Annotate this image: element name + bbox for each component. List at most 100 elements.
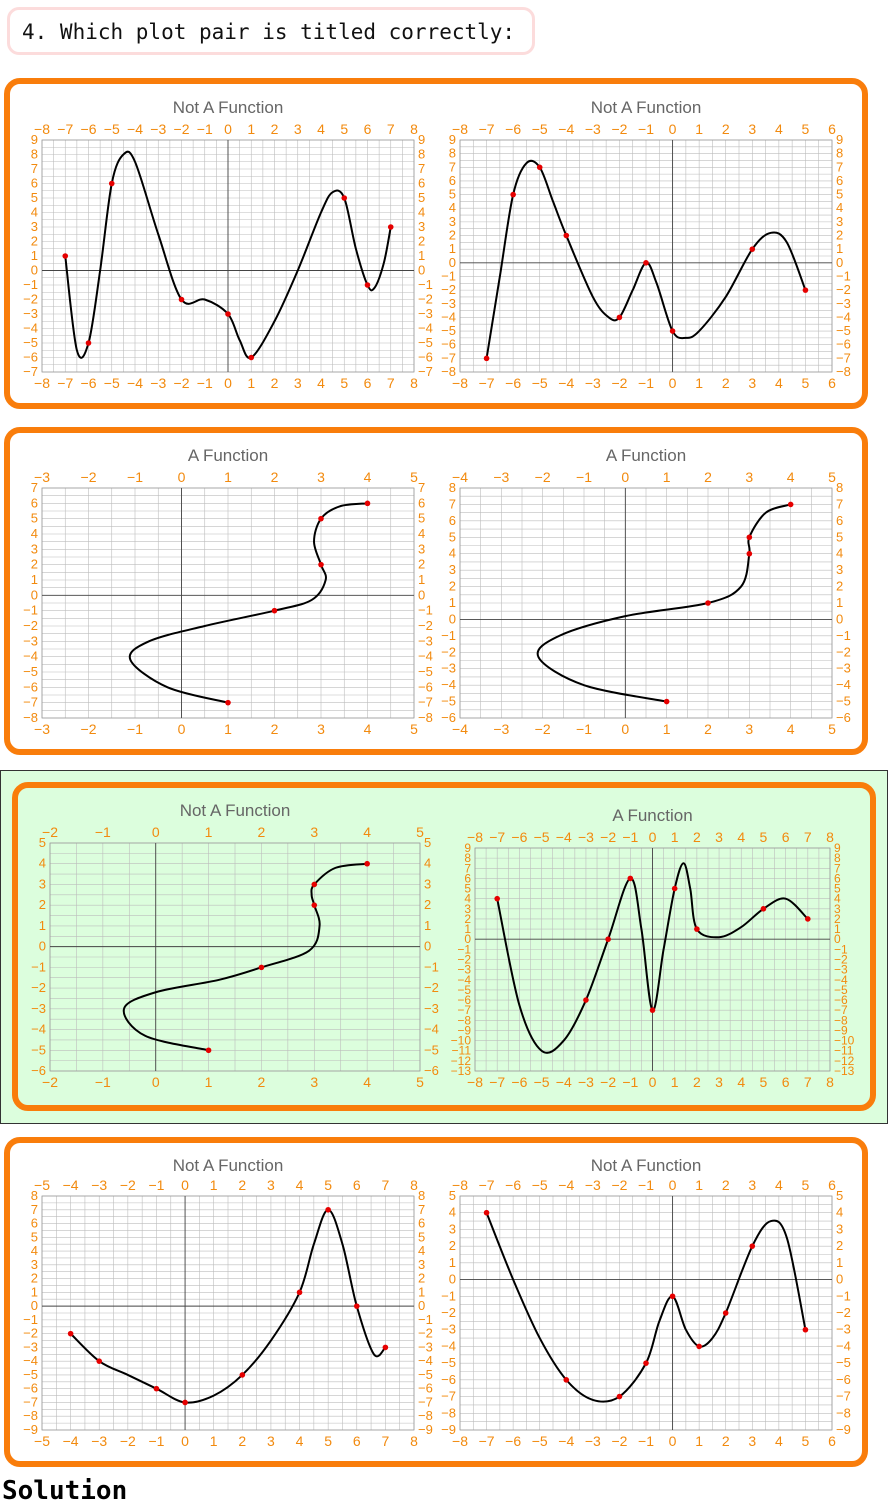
x-tick-label-top: 2 [693, 829, 701, 845]
y-tick-label-left: −5 [441, 1355, 456, 1370]
x-tick-label-top: 5 [828, 469, 836, 485]
x-tick-label-bottom: −2 [120, 1433, 136, 1449]
data-point [494, 895, 500, 902]
data-point [239, 1372, 246, 1378]
plot-pair-1[interactable] [4, 78, 868, 409]
y-tick-label-right: −7 [836, 1389, 851, 1404]
x-tick-label-bottom: 4 [737, 1074, 745, 1090]
y-tick-label-left: 0 [39, 939, 46, 954]
data-point [694, 926, 700, 932]
y-tick-label-left: 5 [449, 187, 456, 202]
y-tick-label-left: −6 [441, 710, 456, 725]
x-tick-label-bottom: 5 [416, 1074, 424, 1090]
x-tick-label-top: −3 [91, 1177, 107, 1193]
x-tick-label-top: 4 [787, 469, 795, 485]
x-tick-label-bottom: −7 [479, 1433, 495, 1449]
x-tick-label-top: −1 [148, 1177, 164, 1193]
data-point [67, 1330, 74, 1337]
x-tick-label-bottom: −3 [585, 375, 601, 391]
y-tick-label-left: −4 [23, 321, 38, 336]
plot-title: A Function [612, 806, 692, 825]
x-tick-label-bottom: 3 [310, 1074, 318, 1090]
x-tick-label-bottom: 1 [210, 1433, 218, 1449]
y-tick-label-left: −3 [23, 306, 38, 321]
x-tick-label-bottom: 0 [621, 721, 629, 737]
y-tick-label-left: −10 [451, 1034, 472, 1048]
x-tick-label-top: −8 [452, 121, 468, 137]
x-tick-label-bottom: −5 [532, 1433, 548, 1449]
y-tick-label-right: −8 [834, 1013, 848, 1027]
y-tick-label-left: 1 [449, 1255, 456, 1270]
x-tick-label-bottom: 3 [294, 375, 302, 391]
y-tick-label-left: 1 [464, 922, 471, 936]
x-tick-label-bottom: 1 [224, 721, 232, 737]
y-tick-label-right: −4 [418, 1353, 433, 1368]
data-point [563, 1377, 570, 1383]
y-tick-label-left: 3 [31, 1257, 38, 1272]
x-tick-label-top: 6 [364, 121, 372, 137]
y-tick-label-right: 3 [418, 219, 425, 234]
x-tick-label-top: −2 [120, 1177, 136, 1193]
data-point [311, 881, 318, 888]
x-tick-label-bottom: 1 [671, 1074, 679, 1090]
x-tick-label-bottom: 2 [271, 375, 279, 391]
y-tick-label-left: 2 [449, 579, 456, 594]
y-tick-label-left: −3 [457, 963, 471, 977]
y-tick-label-left: 2 [31, 234, 38, 249]
y-tick-label-right: 4 [418, 526, 425, 541]
y-tick-label-left: −4 [23, 1353, 38, 1368]
y-tick-label-left: −13 [451, 1064, 472, 1078]
x-tick-label-bottom: −6 [511, 1074, 527, 1090]
x-tick-label-top: −5 [532, 1177, 548, 1193]
x-tick-label-bottom: 6 [828, 1433, 836, 1449]
x-tick-label-bottom: 2 [722, 1433, 730, 1449]
y-tick-label-right: 6 [834, 871, 841, 885]
x-tick-label-bottom: −2 [535, 721, 551, 737]
y-tick-label-right: 2 [836, 579, 843, 594]
x-tick-label-bottom: 3 [267, 1433, 275, 1449]
x-tick-label-top: −1 [197, 121, 213, 137]
data-point [643, 1360, 649, 1366]
data-point [643, 260, 649, 266]
x-tick-label-bottom: 5 [802, 1433, 810, 1449]
x-tick-label-bottom: −3 [493, 721, 509, 737]
plot-pair-4[interactable] [4, 1137, 868, 1467]
x-tick-label-bottom: −8 [467, 1074, 483, 1090]
y-tick-label-left: 7 [31, 161, 38, 176]
y-tick-label-right: −2 [836, 1305, 851, 1320]
plot-pair-2[interactable] [4, 427, 868, 755]
x-tick-label-bottom: 1 [695, 375, 703, 391]
data-point [85, 340, 92, 346]
plot-8: −8−8−7−7−6−6−5−5−4−4−3−3−2−2−1−100112233… [441, 1156, 851, 1449]
y-tick-label-left: 1 [31, 572, 38, 587]
y-tick-label-left: −2 [23, 1326, 38, 1341]
x-tick-label-bottom: 2 [258, 1074, 266, 1090]
y-tick-label-left: −6 [441, 337, 456, 352]
y-tick-label-left: −1 [441, 628, 456, 643]
y-tick-label-left: −3 [441, 1322, 456, 1337]
x-tick-label-top: −3 [150, 121, 166, 137]
y-tick-label-left: −6 [23, 350, 38, 365]
x-tick-label-top: −1 [622, 829, 638, 845]
x-tick-label-top: 3 [317, 469, 325, 485]
y-tick-label-right: 1 [836, 595, 843, 610]
y-tick-label-left: 5 [31, 190, 38, 205]
data-point [616, 314, 623, 321]
data-point [605, 936, 611, 943]
y-tick-label-left: −3 [441, 296, 456, 311]
y-tick-label-right: −9 [834, 1023, 848, 1037]
x-tick-label-top: 5 [416, 824, 424, 840]
y-tick-label-left: 4 [31, 1243, 38, 1258]
y-tick-label-left: −7 [457, 1003, 471, 1017]
data-point [153, 1385, 160, 1392]
x-tick-label-top: 4 [296, 1177, 304, 1193]
y-tick-label-right: 1 [424, 918, 431, 933]
y-tick-label-right: −6 [418, 350, 433, 365]
y-tick-label-left: 2 [39, 897, 46, 912]
y-tick-label-right: −7 [418, 364, 433, 379]
y-tick-label-left: 8 [31, 147, 38, 162]
x-tick-label-top: 2 [722, 121, 730, 137]
data-point [696, 1343, 702, 1350]
data-point [296, 1289, 303, 1296]
